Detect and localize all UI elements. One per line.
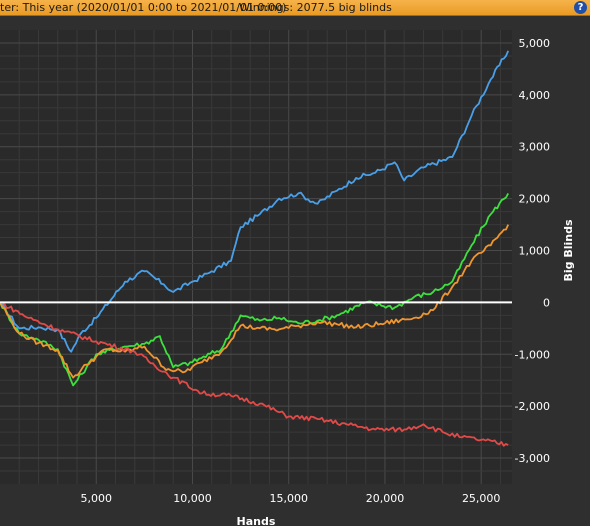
x-tick-label: 20,000	[366, 492, 405, 505]
series-line-2	[0, 192, 509, 387]
y-axis: 5,000 4,000 3,000 2,000 1,000 0 -1,000 -2,000 -3…	[515, 37, 550, 465]
y-tick-label: 1,000	[519, 245, 551, 258]
winnings-chart: 5,000 4,000 3,000 2,000 1,000 0 -1,000 -2,000 -3…	[0, 30, 575, 526]
x-tick-label: 10,000	[173, 492, 212, 505]
x-tick-label: 15,000	[269, 492, 308, 505]
x-tick-label: 5,000	[80, 492, 112, 505]
y-tick-label: -2,000	[515, 400, 550, 413]
y-tick-label: 2,000	[519, 193, 551, 206]
x-axis: 5,000 10,000 15,000 20,000 25,000	[80, 492, 500, 505]
series-line-1	[0, 50, 510, 353]
y-tick-label: -1,000	[515, 348, 550, 361]
y-axis-title: Big Blinds	[562, 219, 575, 281]
series-line-4	[0, 301, 509, 447]
x-axis-title: Hands	[237, 515, 276, 526]
x-tick-label: 25,000	[462, 492, 501, 505]
y-tick-label: 3,000	[519, 141, 551, 154]
grid	[0, 30, 512, 484]
winnings-text: Winnings: 2077.5 big blinds	[239, 1, 392, 14]
series-lines	[0, 50, 510, 447]
help-icon[interactable]: ?	[574, 1, 587, 14]
y-tick-label: -3,000	[515, 452, 550, 465]
series-line-3	[0, 224, 510, 379]
y-tick-label: 4,000	[519, 89, 551, 102]
plot-area	[0, 30, 512, 484]
y-tick-label: 5,000	[519, 37, 551, 50]
y-tick-label: 0	[543, 296, 550, 309]
filter-bar: ter: This year (2020/01/01 0:00 to 2021/…	[0, 0, 590, 16]
filter-text: ter: This year (2020/01/01 0:00 to 2021/…	[0, 1, 287, 14]
